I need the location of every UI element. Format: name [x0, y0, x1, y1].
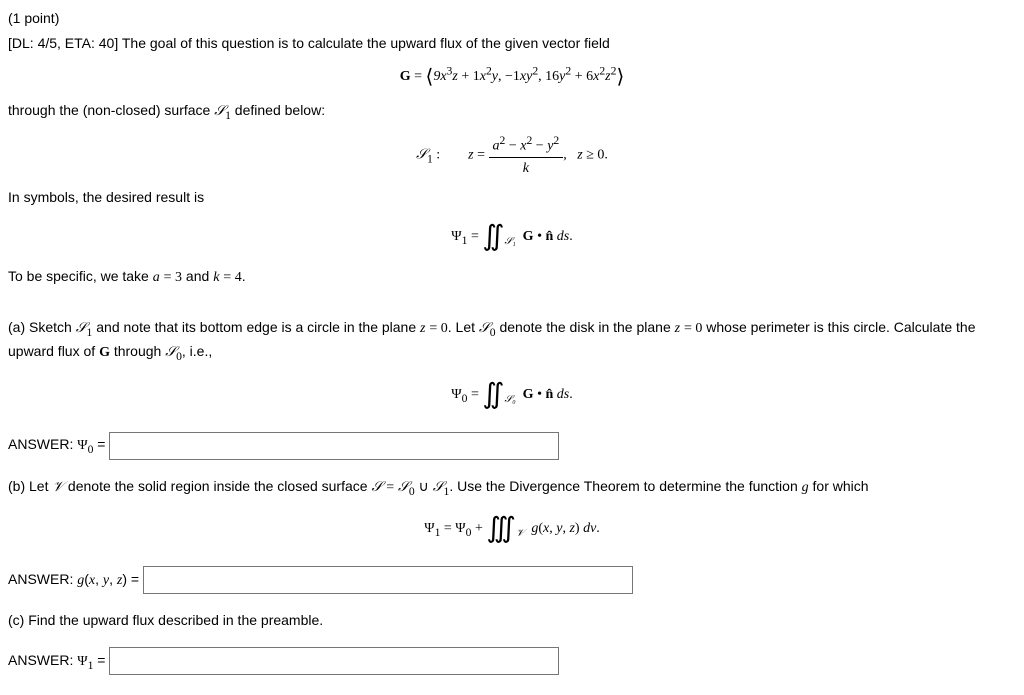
answer-a-input[interactable]	[109, 432, 559, 460]
points-label: (1 point)	[8, 8, 1016, 29]
answer-c-row: ANSWER: Ψ1 =	[8, 647, 1016, 675]
part-b-text: (b) Let 𝒱 denote the solid region inside…	[8, 476, 1016, 500]
symbols-line: In symbols, the desired result is	[8, 187, 1016, 208]
psi0-definition: Ψ0 = ∬𝒮₀ G • n̂ ds.	[8, 374, 1016, 416]
answer-a-label: ANSWER: Ψ0 =	[8, 436, 105, 452]
specifics-line: To be specific, we take a = 3 and k = 4.	[8, 266, 1016, 288]
part-b-equation: Ψ1 = Ψ0 + ∭𝒱 g(x, y, z) dv.	[8, 508, 1016, 550]
answer-b-label: ANSWER: g(x, y, z) =	[8, 571, 139, 587]
psi1-definition: Ψ1 = ∬𝒮₁ G • n̂ ds.	[8, 216, 1016, 258]
part-a-text: (a) Sketch 𝒮1 and note that its bottom e…	[8, 317, 1016, 366]
answer-a-row: ANSWER: Ψ0 =	[8, 432, 1016, 460]
answer-b-input[interactable]	[143, 566, 633, 594]
surface-definition: 𝒮1 : z = a2 − x2 − y2 k , z ≥ 0.	[8, 132, 1016, 179]
surface-intro: through the (non-closed) surface 𝒮1 defi…	[8, 100, 1016, 124]
vector-field-formula: G = ⟨9x3z + 1x2y, −1xy2, 16y2 + 6x2z2⟩	[8, 62, 1016, 92]
answer-b-row: ANSWER: g(x, y, z) =	[8, 566, 1016, 594]
part-c-text: (c) Find the upward flux described in th…	[8, 610, 1016, 631]
answer-c-label: ANSWER: Ψ1 =	[8, 652, 105, 668]
answer-c-input[interactable]	[109, 647, 559, 675]
preamble-text: [DL: 4/5, ETA: 40] The goal of this ques…	[8, 33, 1016, 54]
